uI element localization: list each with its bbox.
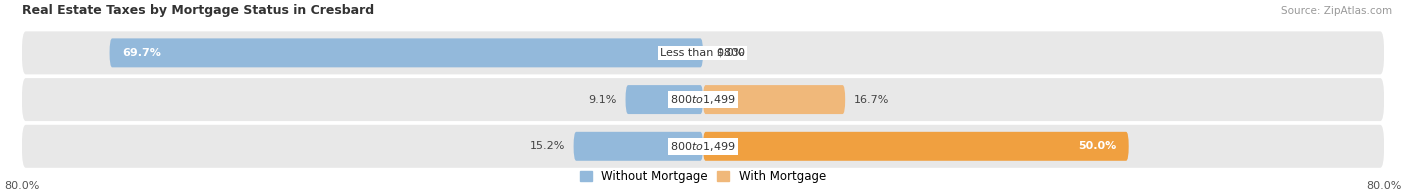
FancyBboxPatch shape	[703, 132, 1129, 161]
Text: $800 to $1,499: $800 to $1,499	[671, 140, 735, 153]
FancyBboxPatch shape	[22, 78, 1384, 121]
Text: 69.7%: 69.7%	[122, 48, 162, 58]
Text: 15.2%: 15.2%	[530, 141, 565, 151]
FancyBboxPatch shape	[626, 85, 703, 114]
FancyBboxPatch shape	[22, 31, 1384, 74]
FancyBboxPatch shape	[574, 132, 703, 161]
Text: Source: ZipAtlas.com: Source: ZipAtlas.com	[1281, 6, 1392, 16]
FancyBboxPatch shape	[22, 125, 1384, 168]
FancyBboxPatch shape	[703, 85, 845, 114]
Text: 0.0%: 0.0%	[716, 48, 744, 58]
Text: 16.7%: 16.7%	[853, 95, 889, 105]
Text: 50.0%: 50.0%	[1077, 141, 1116, 151]
Legend: Without Mortgage, With Mortgage: Without Mortgage, With Mortgage	[581, 170, 825, 183]
FancyBboxPatch shape	[110, 38, 703, 67]
Text: 9.1%: 9.1%	[589, 95, 617, 105]
Text: Less than $800: Less than $800	[661, 48, 745, 58]
Text: $800 to $1,499: $800 to $1,499	[671, 93, 735, 106]
Text: Real Estate Taxes by Mortgage Status in Cresbard: Real Estate Taxes by Mortgage Status in …	[22, 4, 374, 17]
